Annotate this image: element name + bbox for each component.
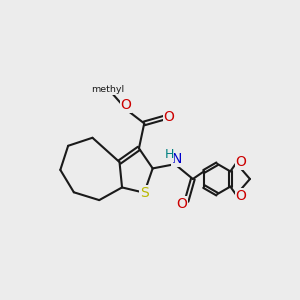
Text: O: O [176, 197, 187, 211]
Text: O: O [164, 110, 174, 124]
Text: S: S [140, 186, 148, 200]
Text: N: N [171, 152, 182, 166]
Text: H: H [164, 148, 174, 161]
Text: O: O [236, 155, 246, 169]
Text: methyl: methyl [91, 85, 124, 94]
Text: O: O [120, 98, 131, 112]
Text: O: O [236, 189, 246, 203]
